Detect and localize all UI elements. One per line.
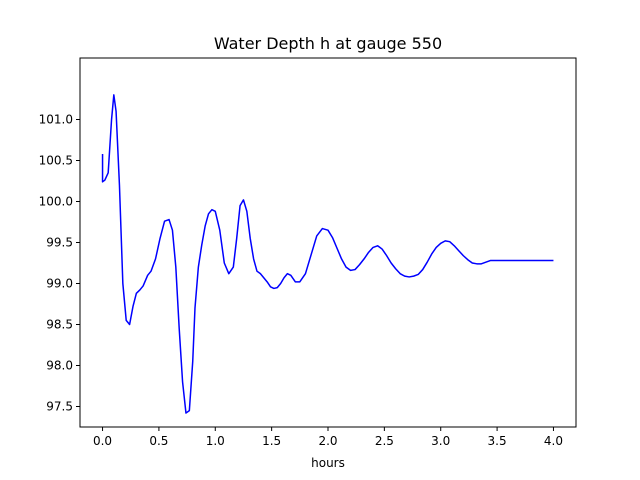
x-tick-label: 0.5 [149, 434, 168, 448]
x-tick-label: 3.0 [431, 434, 450, 448]
y-tick-label: 101.0 [39, 113, 73, 127]
x-tick-label: 2.0 [318, 434, 337, 448]
y-tick-label: 100.5 [39, 154, 73, 168]
x-axis: 0.0 0.5 1.0 1.5 2.0 2.5 3.0 3.5 4.0 [93, 427, 563, 448]
series-line-0 [101, 94, 554, 414]
y-tick-label: 99.5 [46, 236, 73, 250]
x-tick-label: 1.5 [262, 434, 281, 448]
x-tick-label: 4.0 [544, 434, 563, 448]
y-axis: 97.5 98.0 98.5 99.0 99.5 100.0 100.5 101.0 [39, 113, 80, 414]
y-tick-label: 98.0 [46, 359, 73, 373]
x-tick-label: 2.5 [375, 434, 394, 448]
x-axis-label: hours [311, 456, 345, 470]
x-tick-label: 0.0 [93, 434, 112, 448]
x-tick-label: 1.0 [206, 434, 225, 448]
x-tick-label: 3.5 [488, 434, 507, 448]
y-tick-label: 99.0 [46, 277, 73, 291]
y-tick-label: 100.0 [39, 195, 73, 209]
y-tick-label: 98.5 [46, 318, 73, 332]
y-tick-label: 97.5 [46, 400, 73, 414]
chart-title: Water Depth h at gauge 550 [214, 34, 442, 53]
